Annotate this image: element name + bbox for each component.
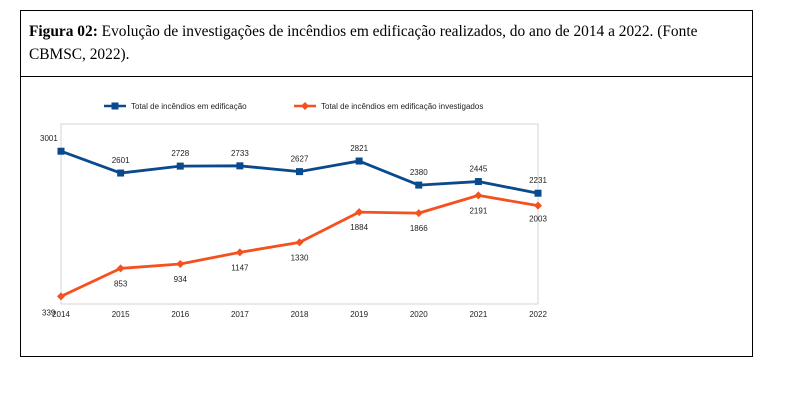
line-chart: Total de incêndios em edificação Total de… <box>40 102 547 319</box>
data-label: 2601 <box>112 156 130 165</box>
plot-area <box>60 123 539 305</box>
data-label: 1330 <box>291 253 309 262</box>
data-label: 2445 <box>469 165 487 174</box>
x-tick-label: 2019 <box>350 310 368 319</box>
data-label: 2191 <box>469 206 487 215</box>
data-point <box>296 168 303 176</box>
figure-caption-text: Evolução de investigações de incêndios e… <box>29 23 698 63</box>
x-tick-label: 2017 <box>231 310 249 319</box>
data-point <box>116 264 125 273</box>
data-label: 1866 <box>410 224 428 233</box>
data-label: 2231 <box>529 176 547 185</box>
x-tick-label: 2014 <box>52 310 70 319</box>
data-point <box>474 191 483 200</box>
data-point <box>474 178 482 186</box>
legend-marker <box>301 102 309 110</box>
data-label: 853 <box>114 279 128 288</box>
data-label: 2380 <box>410 168 428 177</box>
data-point <box>415 181 423 189</box>
data-point <box>534 201 542 210</box>
data-point <box>117 169 125 177</box>
series-2: 339 853 934 1147 1330 1884 1866 2191 2003 <box>42 191 547 317</box>
legend-label: Total de incêndios em edificação <box>131 102 247 111</box>
figure-label: Figura 02: <box>29 23 98 40</box>
data-label: 2627 <box>291 155 309 164</box>
data-point <box>176 259 185 268</box>
data-point <box>235 248 244 257</box>
data-point <box>57 147 65 155</box>
series-1: 3001 2601 2728 2733 2627 2821 2380 2445 2231 <box>40 134 547 197</box>
data-label: 1884 <box>350 223 368 232</box>
data-point <box>534 189 542 197</box>
data-point <box>176 162 184 170</box>
data-label: 2003 <box>529 215 547 224</box>
figure-caption: Figura 02: Evolução de investigações de … <box>21 11 752 77</box>
data-label: 934 <box>174 275 188 284</box>
data-point <box>57 292 65 301</box>
x-tick-label: 2016 <box>171 310 189 319</box>
x-tick-label: 2020 <box>410 310 428 319</box>
data-point <box>355 157 363 165</box>
data-label: 2728 <box>171 149 189 158</box>
data-label: 2733 <box>231 149 249 158</box>
x-tick-label: 2018 <box>291 310 309 319</box>
series-layer: 3001 2601 2728 2733 2627 2821 2380 2445 2231 339 8… <box>40 134 547 317</box>
x-tick-label: 2021 <box>469 310 487 319</box>
data-label: 2821 <box>350 144 368 153</box>
figure-frame: Figura 02: Evolução de investigações de … <box>20 10 753 357</box>
data-label: 339 <box>42 308 56 317</box>
data-label: 1147 <box>231 263 249 272</box>
x-tick-label: 2015 <box>112 310 130 319</box>
x-tick-label: 2022 <box>529 310 547 319</box>
data-point <box>295 238 304 247</box>
chart-legend: Total de incêndios em edificação Total de… <box>104 102 483 111</box>
legend-marker <box>111 102 119 110</box>
legend-label: Total de incêndios em edificação investi… <box>321 102 483 111</box>
data-point <box>236 162 244 170</box>
data-point <box>355 208 364 217</box>
x-axis-tick-labels: 2014 2015 2016 2017 2018 2019 2020 2021 2022 <box>52 310 547 319</box>
data-label: 3001 <box>40 134 58 143</box>
data-point <box>414 209 423 218</box>
